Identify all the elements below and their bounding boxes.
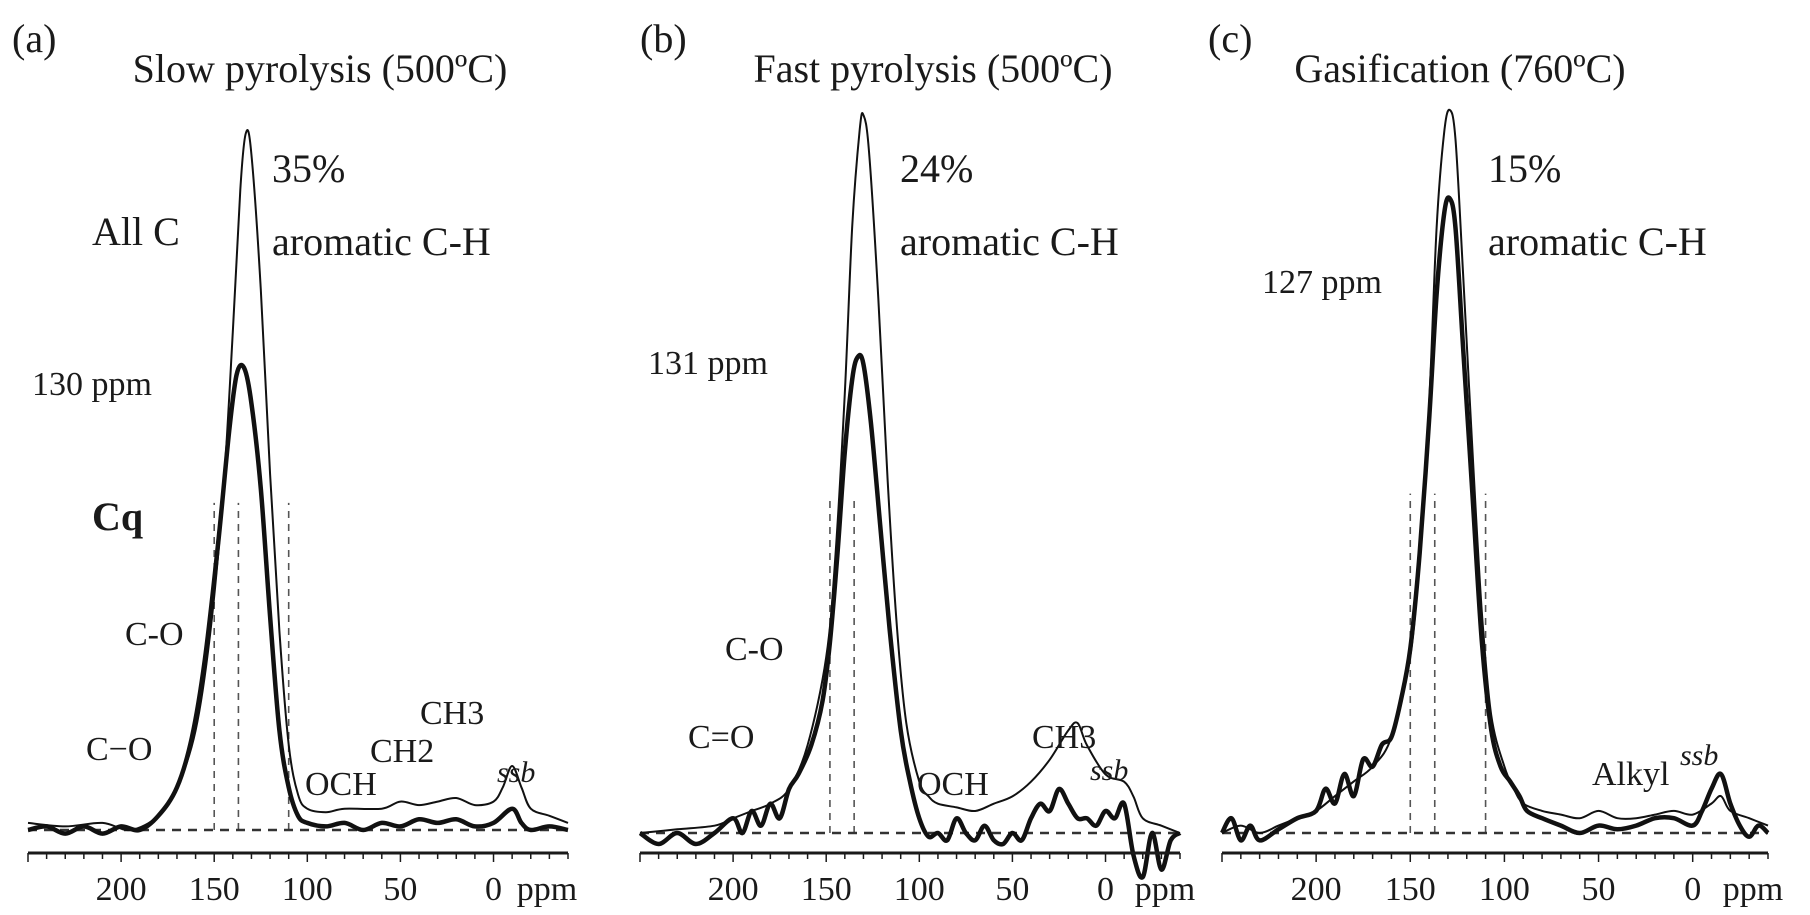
panel-b-tick-label-150: 150 bbox=[801, 871, 852, 908]
panel-b-ssb-label: ssb bbox=[1090, 754, 1128, 787]
panel-b-aromatic-label: aromatic C-H bbox=[900, 219, 1119, 264]
panel-c-letter: (c) bbox=[1208, 16, 1252, 61]
panel-c-tick-label-50: 50 bbox=[1582, 871, 1616, 908]
panel-b-letter: (b) bbox=[640, 16, 687, 61]
panel-a-tick-label-0: 0 bbox=[485, 871, 502, 908]
panel-a-peak-label: 130 ppm bbox=[32, 366, 152, 403]
panel-c-aromatic-label: aromatic C-H bbox=[1488, 219, 1707, 264]
panel-a-och-label: OCH bbox=[305, 766, 377, 803]
panel-c-percent: 15% bbox=[1488, 146, 1561, 191]
panel-a-x-unit: ppm bbox=[517, 871, 577, 908]
panel-b-peak-label: 131 ppm bbox=[648, 345, 768, 382]
panel-b-tick-label-200: 200 bbox=[708, 871, 759, 908]
panel-c-tick-label-150: 150 bbox=[1385, 871, 1436, 908]
panel-a-cq-label: Cq bbox=[92, 494, 143, 539]
panel-b-percent: 24% bbox=[900, 146, 973, 191]
panel-c-tick-label-100: 100 bbox=[1479, 871, 1530, 908]
panel-a-ch2-label: CH2 bbox=[370, 733, 434, 770]
panel-b-ch3-label: CH3 bbox=[1032, 719, 1096, 756]
panel-c-x-unit: ppm bbox=[1723, 871, 1783, 908]
panel-a-tick-labels: 200 150 100 50 0 bbox=[96, 871, 502, 908]
panel-a-tick-marks bbox=[27, 853, 569, 862]
panel-c-tick-label-0: 0 bbox=[1684, 871, 1701, 908]
panel-b-och-label: OCH bbox=[917, 766, 989, 803]
panel-a-tick-label-150: 150 bbox=[189, 871, 240, 908]
panel-a-guide-lines bbox=[213, 502, 290, 830]
panel-a-title: Slow pyrolysis (500ºC) bbox=[133, 46, 508, 91]
panel-c-peak-label: 127 ppm bbox=[1262, 264, 1382, 301]
panel-b-guide-lines bbox=[829, 495, 855, 833]
panel-b-tick-label-100: 100 bbox=[894, 871, 945, 908]
panel-c: (c) Gasification (760ºC) 200 150 100 50 0 pp… bbox=[1208, 16, 1783, 908]
panel-a-all-c-label: All C bbox=[92, 209, 180, 254]
panel-b-tick-labels: 200 150 100 50 0 bbox=[708, 871, 1114, 908]
panel-c-alkyl-label: Alkyl bbox=[1592, 756, 1669, 793]
panel-b-c-o-label: C-O bbox=[725, 631, 784, 668]
panel-c-ssb-label: ssb bbox=[1680, 739, 1718, 772]
panel-a: (a) Slow pyrolysis (500ºC) 200 150 100 50 0 … bbox=[12, 16, 577, 908]
panel-a-letter: (a) bbox=[12, 16, 56, 61]
panel-b-tick-label-50: 50 bbox=[995, 871, 1029, 908]
panel-c-title: Gasification (760ºC) bbox=[1294, 46, 1625, 91]
panel-a-spectrum-cq bbox=[27, 362, 569, 836]
panel-b-title: Fast pyrolysis (500ºC) bbox=[753, 46, 1112, 91]
panel-b-tick-marks bbox=[639, 853, 1181, 862]
panel-b-tick-label-0: 0 bbox=[1097, 871, 1114, 908]
panel-c-tick-label-200: 200 bbox=[1291, 871, 1342, 908]
panel-b: (b) Fast pyrolysis (500ºC) 200 150 100 50 0 … bbox=[638, 16, 1195, 908]
panel-a-tick-label-100: 100 bbox=[282, 871, 333, 908]
panel-a-aromatic-label: aromatic C-H bbox=[272, 219, 491, 264]
panel-a-tick-label-50: 50 bbox=[383, 871, 417, 908]
panel-a-ch3-label: CH3 bbox=[420, 695, 484, 732]
panel-a-percent: 35% bbox=[272, 146, 345, 191]
panel-a-tick-label-200: 200 bbox=[96, 871, 147, 908]
panel-a-c-o-label: C-O bbox=[125, 616, 184, 653]
panel-a-ssb-label: ssb bbox=[497, 756, 535, 789]
panel-c-tick-labels: 200 150 100 50 0 bbox=[1291, 871, 1702, 908]
panel-b-c-eq-o-label: C=O bbox=[688, 719, 754, 756]
panel-a-c-o2-label: C−O bbox=[86, 731, 152, 768]
panel-c-tick-marks bbox=[1221, 853, 1769, 862]
panel-c-spectrum-cq bbox=[1220, 195, 1770, 843]
panel-b-spectrum-cq bbox=[638, 352, 1182, 880]
panel-b-x-unit: ppm bbox=[1135, 871, 1195, 908]
